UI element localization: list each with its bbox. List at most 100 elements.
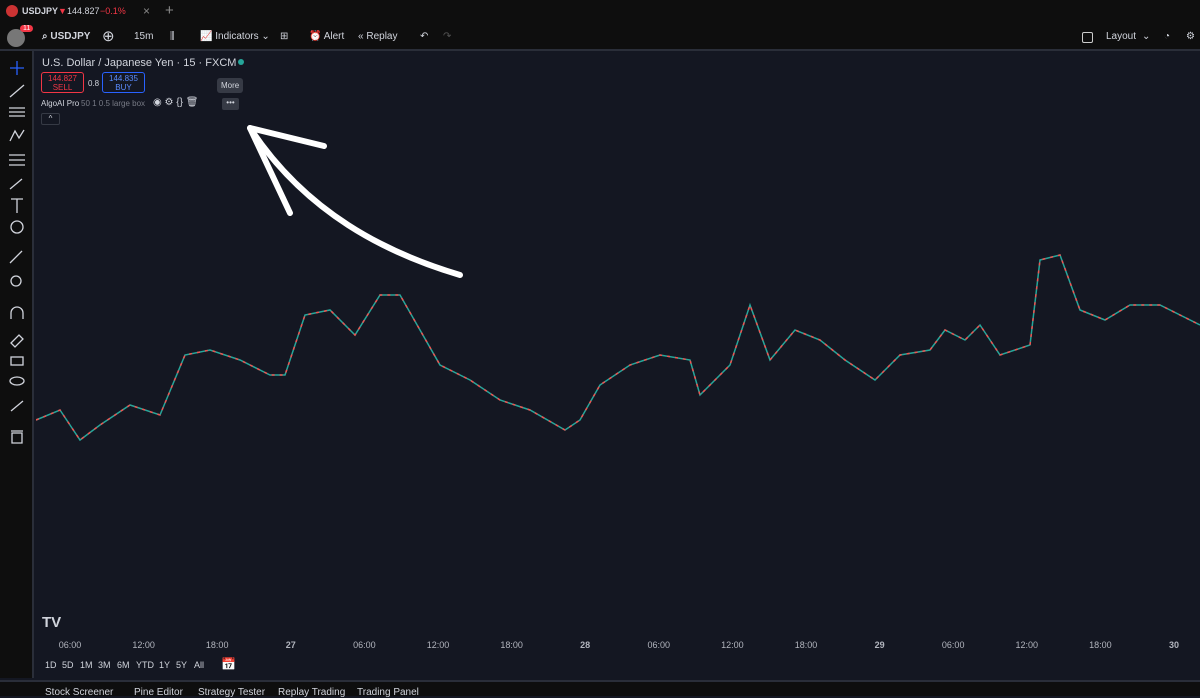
bottom-tab[interactable]: Trading Panel bbox=[357, 687, 419, 698]
tab-change: −0.1% bbox=[100, 6, 126, 16]
spread: 0.8 bbox=[88, 79, 100, 88]
candles-up bbox=[36, 254, 1200, 442]
range-button[interactable]: 1Y bbox=[159, 660, 171, 670]
time-label: 27 bbox=[285, 640, 296, 650]
tab-close[interactable]: × bbox=[143, 4, 151, 18]
time-label: 12:00 bbox=[426, 640, 450, 650]
price-chart: TV bbox=[36, 125, 1200, 631]
range-button[interactable]: All bbox=[194, 660, 205, 670]
symbol-search[interactable]: ⌕ USDJPY bbox=[42, 31, 91, 42]
compare-button[interactable]: ⊕ bbox=[102, 28, 115, 45]
time-label: 18:00 bbox=[205, 640, 229, 650]
time-label: 18:00 bbox=[500, 640, 523, 650]
new-tab[interactable]: + bbox=[165, 2, 174, 19]
time-label: 12:00 bbox=[1015, 640, 1039, 650]
projection-tool[interactable] bbox=[9, 154, 25, 166]
bottom-tab[interactable]: Stock Screener bbox=[45, 687, 114, 698]
time-label: 28 bbox=[580, 640, 591, 650]
indicator-params: 50 1 0.5 large box bbox=[81, 99, 146, 108]
interval[interactable]: 15m bbox=[134, 31, 154, 42]
symbol: USDJPY bbox=[50, 31, 91, 42]
range-button[interactable]: 5D bbox=[62, 660, 74, 670]
range-button[interactable]: 5Y bbox=[176, 660, 188, 670]
pattern-tool[interactable] bbox=[9, 129, 25, 142]
notification-badge: 11 bbox=[20, 25, 34, 32]
delete-tool[interactable] bbox=[11, 430, 23, 444]
collapse-button[interactable]: ^ bbox=[41, 113, 60, 125]
replay-button[interactable]: « Replay bbox=[358, 31, 398, 42]
tab-price: 144.827 bbox=[67, 6, 100, 16]
brush-tool[interactable] bbox=[9, 178, 23, 190]
replay: Replay bbox=[366, 31, 398, 42]
bottom-tab[interactable]: Replay Trading bbox=[278, 687, 346, 698]
buy-price: 144.835 bbox=[109, 74, 138, 83]
range-button[interactable]: 1M bbox=[80, 660, 93, 670]
bottom-tab[interactable]: Strategy Tester bbox=[198, 687, 266, 698]
chart-title: U.S. Dollar / Japanese Yen · 15 · FXCM bbox=[42, 57, 237, 69]
crosshair-tool[interactable] bbox=[10, 61, 24, 75]
text-tool[interactable] bbox=[11, 198, 23, 213]
hide-tool[interactable] bbox=[9, 376, 25, 386]
tv-logo: TV bbox=[42, 614, 61, 631]
avatar[interactable] bbox=[7, 29, 25, 47]
bottom-tab[interactable]: Pine Editor bbox=[134, 687, 183, 698]
redo[interactable]: ↷ bbox=[443, 31, 452, 42]
top-toolbar: 11 ⌕ USDJPY ⊕ 15m ⫼ 📈 Indicators ⌄ ⊞ ⏰ A… bbox=[0, 24, 1200, 51]
time-label: 06:00 bbox=[941, 640, 965, 650]
templates[interactable]: ⊞ bbox=[280, 31, 289, 42]
annotation-arrow bbox=[247, 125, 463, 278]
range-button[interactable]: 3M bbox=[98, 660, 111, 670]
buy-label: BUY bbox=[115, 83, 132, 92]
zoom-tool[interactable] bbox=[10, 275, 22, 287]
icon-tool[interactable] bbox=[10, 220, 24, 234]
time-label: 06:00 bbox=[647, 640, 671, 650]
time-label: 06:00 bbox=[353, 640, 376, 650]
tab-bar: USDJPY ▼ 144.827 −0.1% × + bbox=[0, 0, 1200, 24]
settings[interactable]: ⚙ bbox=[1186, 31, 1195, 42]
lock-tool[interactable] bbox=[10, 356, 24, 366]
range-button[interactable]: 6M bbox=[117, 660, 130, 670]
magnet-tool[interactable] bbox=[10, 306, 24, 319]
indicators-button[interactable]: 📈 Indicators ⌄ bbox=[200, 31, 270, 42]
trendline-tool[interactable] bbox=[9, 84, 25, 98]
quick-search[interactable]: ◔ bbox=[1164, 31, 1171, 42]
time-label: 12:00 bbox=[132, 640, 155, 650]
indicator-name: AlgoAI Pro bbox=[41, 99, 80, 108]
time-label: 18:00 bbox=[794, 640, 818, 650]
more-button[interactable]: ••• bbox=[222, 98, 239, 110]
time-label: 12:00 bbox=[721, 640, 744, 650]
sell-button[interactable]: 144.827 SELL bbox=[41, 72, 84, 93]
fib-tool[interactable] bbox=[9, 107, 25, 117]
time-label: 06:00 bbox=[58, 640, 82, 650]
range-button[interactable]: 1D bbox=[45, 660, 57, 670]
fullscreen-toggle[interactable] bbox=[1082, 32, 1093, 43]
buy-button[interactable]: 144.835 BUY bbox=[102, 72, 145, 93]
flag-icon bbox=[6, 5, 18, 17]
range-button[interactable]: YTD bbox=[136, 660, 154, 670]
lock-drawing-tool[interactable] bbox=[10, 334, 24, 348]
chart-type[interactable]: ⫼ bbox=[170, 31, 175, 42]
sell-label: SELL bbox=[52, 83, 73, 92]
tab-symbol[interactable]: USDJPY bbox=[22, 6, 59, 16]
tab-arrow: ▼ bbox=[58, 6, 67, 16]
drawing-toolbar bbox=[0, 51, 34, 678]
time-label: 30 bbox=[1168, 640, 1180, 650]
sell-price: 144.827 bbox=[48, 74, 77, 83]
indicators: Indicators bbox=[215, 31, 259, 42]
undo[interactable]: ↶ bbox=[420, 31, 429, 42]
annotation-arrowhead bbox=[247, 125, 327, 216]
drawing-tools bbox=[9, 61, 25, 444]
layout-menu[interactable]: ⌄ bbox=[1142, 31, 1151, 42]
time-label: 18:00 bbox=[1089, 640, 1112, 650]
link-tool[interactable] bbox=[10, 400, 24, 412]
candles-down bbox=[36, 254, 1200, 442]
layout[interactable]: Layout bbox=[1106, 31, 1137, 42]
measure-tool[interactable] bbox=[9, 250, 23, 264]
alert: Alert bbox=[323, 31, 345, 42]
alert-button[interactable]: ⏰ Alert bbox=[309, 31, 345, 42]
goto-date[interactable]: 📅 bbox=[221, 657, 236, 671]
bottom-panel: Stock Screener Pine Editor Strategy Tester… bbox=[0, 680, 1200, 698]
indicator-icons[interactable]: ◉ ⚙ {} 🗑 bbox=[153, 97, 199, 108]
market-status bbox=[238, 59, 244, 65]
